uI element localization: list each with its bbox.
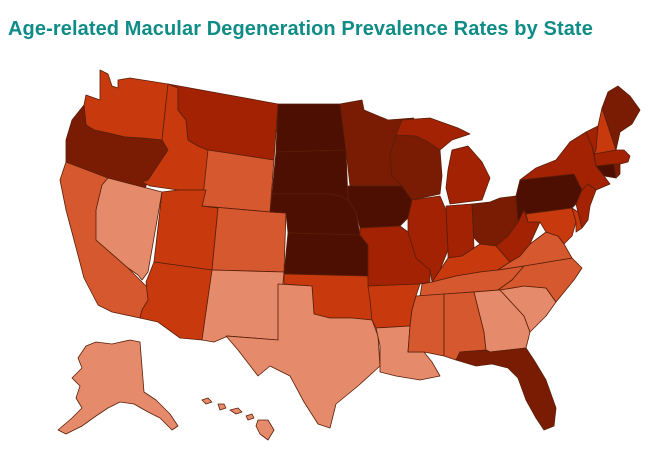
state-ks[interactable] [283, 232, 369, 277]
state-tx[interactable] [225, 283, 381, 429]
state-nm[interactable] [201, 269, 285, 343]
state-nj[interactable] [575, 183, 597, 229]
state-az[interactable] [139, 261, 213, 341]
state-wa[interactable] [83, 69, 169, 141]
state-nc[interactable] [497, 257, 583, 303]
state-hi[interactable] [201, 397, 275, 441]
state-ma[interactable] [593, 149, 631, 167]
state-fl[interactable] [455, 347, 557, 431]
state-mt[interactable] [167, 83, 279, 161]
state-sd[interactable] [271, 149, 349, 201]
state-nd[interactable] [275, 103, 347, 153]
state-ak[interactable] [57, 339, 179, 435]
state-in[interactable] [445, 203, 475, 259]
map-title: Age-related Macular Degeneration Prevale… [8, 18, 593, 40]
state-mi[interactable] [395, 117, 491, 205]
state-de[interactable] [571, 207, 583, 233]
state-wy[interactable] [201, 149, 275, 213]
state-nv[interactable] [95, 177, 163, 281]
state-ne[interactable] [269, 193, 361, 236]
state-me[interactable] [601, 85, 641, 151]
